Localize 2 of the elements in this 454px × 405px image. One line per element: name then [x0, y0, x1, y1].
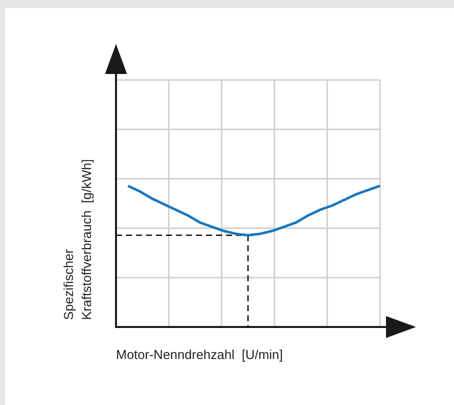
x-axis-title: Motor-Nenndrehzahl [U/min] — [116, 347, 283, 362]
y-axis-title: Spezifischer Kraftstoffverbrauch [g/kWh] — [60, 159, 95, 320]
